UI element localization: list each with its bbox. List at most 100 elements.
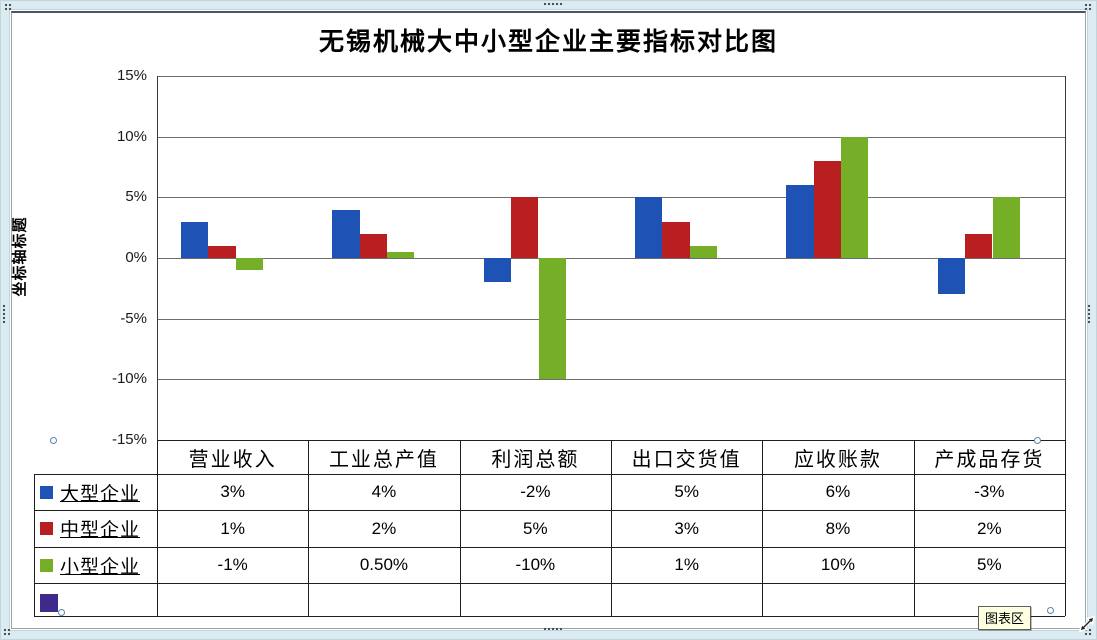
plot-right-border — [1065, 76, 1066, 440]
legend-label: 中型企业 — [60, 519, 141, 541]
gridline — [157, 76, 1065, 77]
legend-item[interactable]: 大型企业 — [40, 474, 157, 510]
table-value-cell: -2% — [520, 482, 551, 501]
table-value-cell: 6% — [825, 482, 851, 501]
bar-大型企业-利润总额[interactable] — [483, 258, 512, 283]
y-axis-tick-label: 0% — [125, 249, 147, 266]
table-value-cell: 1% — [220, 518, 245, 538]
table-value-cell: -3% — [974, 482, 1005, 501]
bar-大型企业-产成品存货[interactable] — [937, 258, 966, 295]
bar-大型企业-工业总产值[interactable] — [332, 209, 360, 258]
table-header-cell: 出口交货值 — [631, 446, 742, 471]
resize-grip-bottom-right[interactable] — [1084, 628, 1093, 636]
selection-handle-top-right[interactable] — [1034, 437, 1041, 444]
y-axis-tick-label: -10% — [111, 370, 147, 388]
resize-grip-top-middle[interactable] — [543, 2, 562, 6]
table-border — [459, 440, 461, 616]
table-header-cell: 工业总产值 — [328, 446, 439, 471]
table-value-cell: 1% — [674, 555, 699, 574]
table-value-cell: 3% — [220, 482, 245, 501]
bar-中型企业-营业收入[interactable] — [208, 245, 236, 258]
legend-item[interactable] — [40, 583, 157, 616]
table-value-cell — [460, 583, 611, 616]
gridline — [157, 197, 1065, 199]
table-border — [157, 440, 158, 616]
y-axis-tick-label: -5% — [120, 309, 147, 327]
table-header-cell: 利润总额 — [491, 446, 580, 471]
legend-swatch — [40, 485, 53, 499]
table-value-cell: 10% — [820, 555, 855, 574]
gridline — [157, 318, 1065, 320]
selection-handle-bottom-left[interactable] — [58, 609, 65, 616]
legend-swatch — [40, 558, 53, 572]
table-value-cell: 5% — [523, 518, 548, 538]
bar-小型企业-产成品存货[interactable] — [992, 197, 1020, 258]
table-value-cell: 5% — [674, 482, 699, 501]
resize-grip-top-left[interactable] — [4, 3, 13, 11]
bar-大型企业-出口交货值[interactable] — [635, 197, 663, 258]
table-value-cell: 4% — [371, 482, 397, 501]
y-axis-line — [157, 76, 158, 440]
legend-item[interactable]: 小型企业 — [40, 547, 157, 583]
bar-中型企业-利润总额[interactable] — [511, 197, 539, 258]
legend-swatch — [40, 522, 53, 535]
bar-小型企业-营业收入[interactable] — [235, 258, 264, 271]
bar-中型企业-应收账款[interactable] — [813, 160, 842, 258]
resize-grip-bottom-middle[interactable] — [543, 627, 562, 631]
table-value-cell — [308, 583, 459, 616]
legend-label: 小型企业 — [60, 555, 141, 578]
table-header-cell: 营业收入 — [188, 446, 277, 471]
table-header-cell: 产成品存货 — [934, 446, 1045, 471]
bar-大型企业-营业收入[interactable] — [181, 221, 209, 258]
table-value-cell: 2% — [977, 518, 1002, 538]
table-value-cell: 8% — [825, 518, 851, 538]
table-border — [611, 440, 612, 616]
legend-label: 大型企业 — [60, 482, 141, 505]
y-axis-title[interactable]: 坐标轴标题 — [10, 216, 29, 297]
table-value-cell — [762, 583, 913, 616]
bar-小型企业-工业总产值[interactable] — [387, 251, 415, 258]
table-border — [1065, 440, 1066, 616]
legend-swatch — [40, 593, 58, 612]
y-axis-tick-label: -15% — [111, 431, 147, 448]
gridline — [157, 379, 1065, 381]
table-border — [34, 547, 1065, 548]
selection-handle-top-left[interactable] — [50, 437, 57, 444]
table-value-cell — [157, 583, 308, 616]
table-value-cell: -1% — [217, 555, 248, 574]
resize-grip-top-right[interactable] — [1084, 3, 1093, 11]
table-value-cell: 2% — [371, 518, 397, 538]
table-border — [762, 440, 764, 616]
y-axis-tick-label: 10% — [116, 127, 147, 145]
resize-grip-bottom-left[interactable] — [3, 628, 12, 636]
table-border — [308, 440, 310, 616]
bar-大型企业-应收账款[interactable] — [786, 185, 814, 258]
bar-小型企业-利润总额[interactable] — [538, 258, 566, 380]
table-value-cell: 3% — [674, 518, 699, 538]
table-value-cell: 5% — [977, 555, 1002, 574]
gridline — [157, 258, 1065, 259]
y-axis-tick-label: 15% — [116, 67, 147, 84]
table-border — [34, 474, 1065, 475]
chart-area-tooltip: 图表区 — [978, 606, 1032, 630]
table-border — [34, 474, 35, 616]
bar-小型企业-应收账款[interactable] — [841, 136, 869, 258]
legend-item[interactable]: 中型企业 — [40, 510, 157, 547]
gridline — [157, 136, 1065, 138]
table-value-cell — [611, 583, 762, 616]
bar-中型企业-出口交货值[interactable] — [662, 221, 690, 258]
bar-中型企业-产成品存货[interactable] — [965, 233, 993, 258]
table-value-cell: -10% — [515, 555, 556, 574]
resize-grip-right-middle[interactable] — [1087, 304, 1091, 323]
table-border — [913, 440, 915, 616]
bar-小型企业-出口交货值[interactable] — [689, 245, 718, 258]
table-border — [34, 616, 1065, 617]
table-border — [34, 583, 1065, 584]
bar-中型企业-工业总产值[interactable] — [359, 233, 388, 258]
y-axis-tick-label: 5% — [125, 188, 147, 206]
chart-title[interactable]: 无锡机械大中小型企业主要指标对比图 — [318, 27, 778, 56]
selection-handle-bottom-right[interactable] — [1047, 607, 1054, 614]
table-border — [34, 510, 1065, 511]
resize-grip-left-middle[interactable] — [2, 304, 6, 323]
